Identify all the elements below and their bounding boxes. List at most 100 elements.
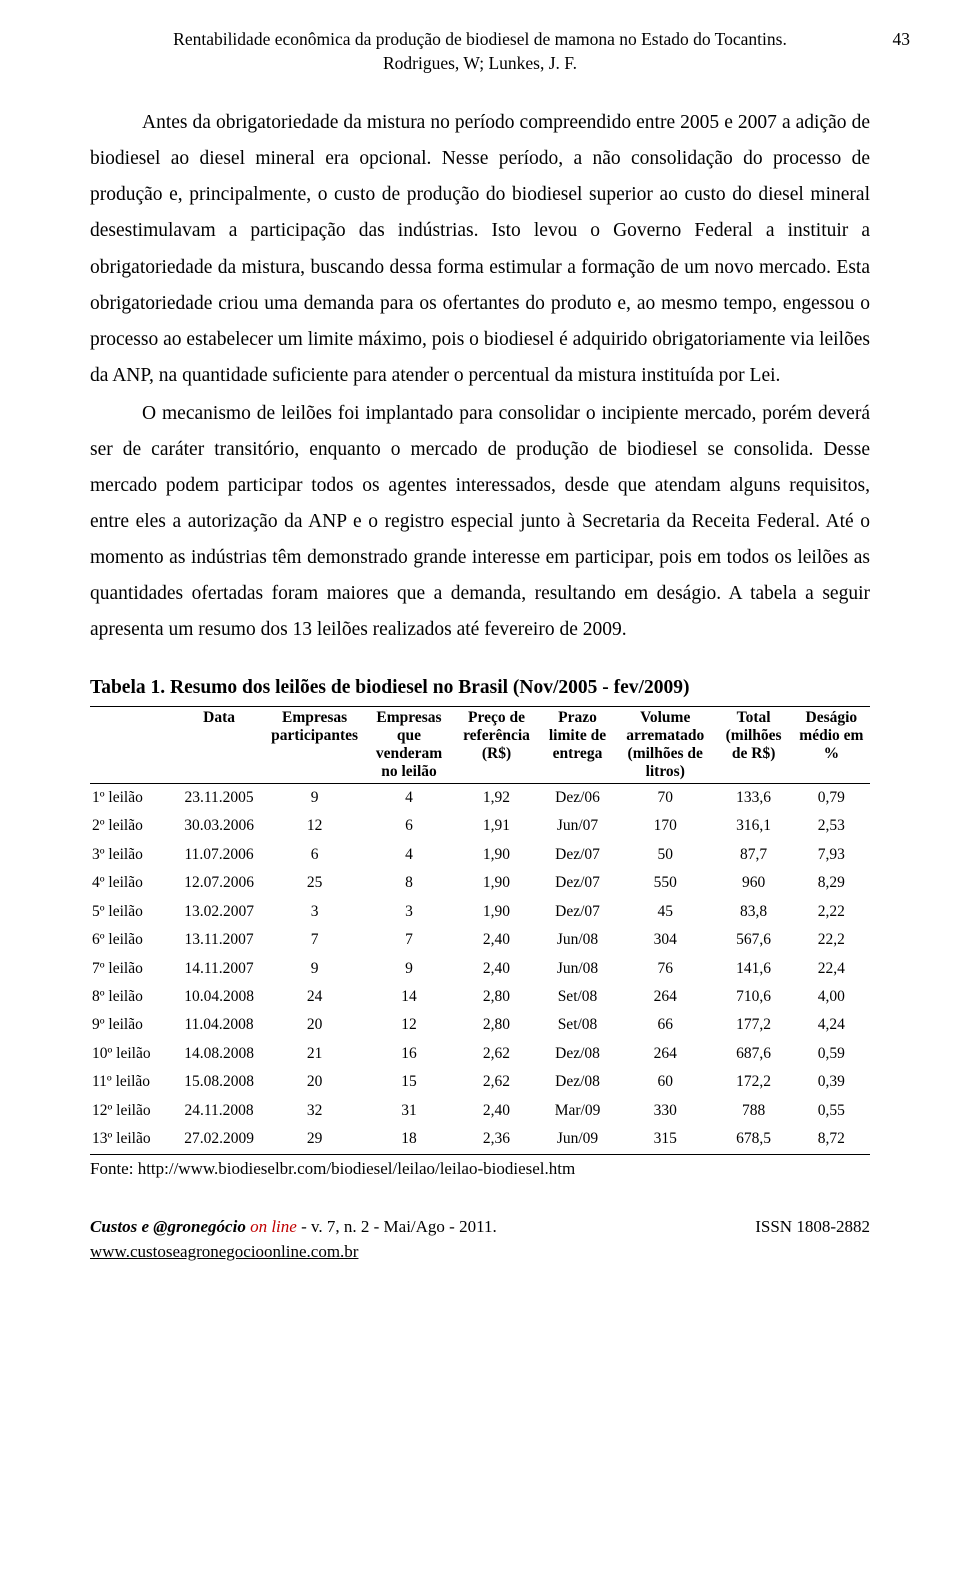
table-cell: 2,62 [454,1040,539,1068]
table-cell: 3º leilão [90,841,173,869]
table-cell: 76 [616,955,715,983]
table-cell: 788 [715,1097,793,1125]
auction-table: Data Empresas participantes Empresas que… [90,706,870,1154]
table-cell: 12 [364,1011,454,1039]
col-total: Total (milhões de R$) [715,707,793,783]
table-cell: 4,24 [793,1011,870,1039]
table-row: 2º leilão30.03.20061261,91Jun/07170316,1… [90,812,870,840]
table-cell: 45 [616,898,715,926]
table-cell: 170 [616,812,715,840]
table-cell: 141,6 [715,955,793,983]
table-cell: 2,40 [454,955,539,983]
table-cell: 0,39 [793,1068,870,1096]
table-cell: 8,29 [793,869,870,897]
table-cell: 20 [265,1068,364,1096]
table-cell: 133,6 [715,783,793,812]
table-cell: 315 [616,1125,715,1154]
table-cell: 6 [265,841,364,869]
table-cell: 2,80 [454,983,539,1011]
header-title-line2: Rodrigues, W; Lunkes, J. F. [383,53,577,73]
table-cell: Jun/07 [539,812,616,840]
table-cell: 29 [265,1125,364,1154]
table-cell: 264 [616,983,715,1011]
table-cell: 6 [364,812,454,840]
table-cell: 0,55 [793,1097,870,1125]
table-cell: 11.04.2008 [173,1011,265,1039]
table-cell: 1,90 [454,898,539,926]
table-cell: 1,91 [454,812,539,840]
table-cell: 22,2 [793,926,870,954]
table-cell: 50 [616,841,715,869]
header-title-line1: Rentabilidade econômica da produção de b… [173,29,787,49]
table-cell: 13.11.2007 [173,926,265,954]
table-cell: 2,80 [454,1011,539,1039]
table-cell: 8,72 [793,1125,870,1154]
body-paragraph-2: O mecanismo de leilões foi implantado pa… [90,396,870,648]
col-preco: Preço de referência (R$) [454,707,539,783]
table-cell: 1,90 [454,869,539,897]
footer-issn: ISSN 1808-2882 [755,1215,870,1264]
table-row: 1º leilão23.11.2005941,92Dez/0670133,60,… [90,783,870,812]
table-cell: 3 [364,898,454,926]
table-cell: 2º leilão [90,812,173,840]
table-cell: 20 [265,1011,364,1039]
col-data: Data [173,707,265,783]
table-cell: 264 [616,1040,715,1068]
table-cell: 9 [265,955,364,983]
table-row: 13º leilão27.02.200929182,36Jun/09315678… [90,1125,870,1154]
table-cell: 710,6 [715,983,793,1011]
table-row: 6º leilão13.11.2007772,40Jun/08304567,62… [90,926,870,954]
table-cell: Set/08 [539,1011,616,1039]
table-cell: 8 [364,869,454,897]
table-row: 4º leilão12.07.20062581,90Dez/075509608,… [90,869,870,897]
table-cell: Dez/08 [539,1040,616,1068]
table-cell: 4,00 [793,983,870,1011]
col-prazo: Prazo limite de entrega [539,707,616,783]
table-cell: 12 [265,812,364,840]
table-cell: Dez/08 [539,1068,616,1096]
table-cell: 1,92 [454,783,539,812]
table-cell: 87,7 [715,841,793,869]
body-paragraph-1: Antes da obrigatoriedade da mistura no p… [90,105,870,394]
footer-journal: Custos e @gronegócio [90,1217,246,1236]
table-cell: 18 [364,1125,454,1154]
table-cell: 678,5 [715,1125,793,1154]
table-cell: 24 [265,983,364,1011]
table-cell: Dez/07 [539,841,616,869]
table-cell: 16 [364,1040,454,1068]
table-header-row: Data Empresas participantes Empresas que… [90,707,870,783]
table-cell: Mar/09 [539,1097,616,1125]
table-cell: 8º leilão [90,983,173,1011]
table-cell: 15.08.2008 [173,1068,265,1096]
table-cell: 11.07.2006 [173,841,265,869]
table-cell: Jun/09 [539,1125,616,1154]
table-cell: 2,36 [454,1125,539,1154]
footer-rest: - v. 7, n. 2 - Mai/Ago - 2011. [297,1217,497,1236]
table-row: 9º leilão11.04.200820122,80Set/0866177,2… [90,1011,870,1039]
table-row: 11º leilão15.08.200820152,62Dez/0860172,… [90,1068,870,1096]
table-row: 8º leilão10.04.200824142,80Set/08264710,… [90,983,870,1011]
table-cell: 31 [364,1097,454,1125]
table-cell: 1,90 [454,841,539,869]
table-cell: 4 [364,783,454,812]
table-cell: 27.02.2009 [173,1125,265,1154]
footer-left: Custos e @gronegócio on line - v. 7, n. … [90,1215,497,1264]
table-cell: 9º leilão [90,1011,173,1039]
table-cell: 687,6 [715,1040,793,1068]
table-cell: 2,62 [454,1068,539,1096]
table-cell: Dez/06 [539,783,616,812]
table-cell: 6º leilão [90,926,173,954]
table-cell: Dez/07 [539,898,616,926]
table-cell: 5º leilão [90,898,173,926]
table-cell: 7,93 [793,841,870,869]
table-cell: 316,1 [715,812,793,840]
table-cell: 70 [616,783,715,812]
table-cell: 960 [715,869,793,897]
table-cell: 2,22 [793,898,870,926]
table-cell: 15 [364,1068,454,1096]
table-cell: Set/08 [539,983,616,1011]
table-cell: 14 [364,983,454,1011]
table-cell: 25 [265,869,364,897]
table-row: 7º leilão14.11.2007992,40Jun/0876141,622… [90,955,870,983]
table-cell: 13º leilão [90,1125,173,1154]
